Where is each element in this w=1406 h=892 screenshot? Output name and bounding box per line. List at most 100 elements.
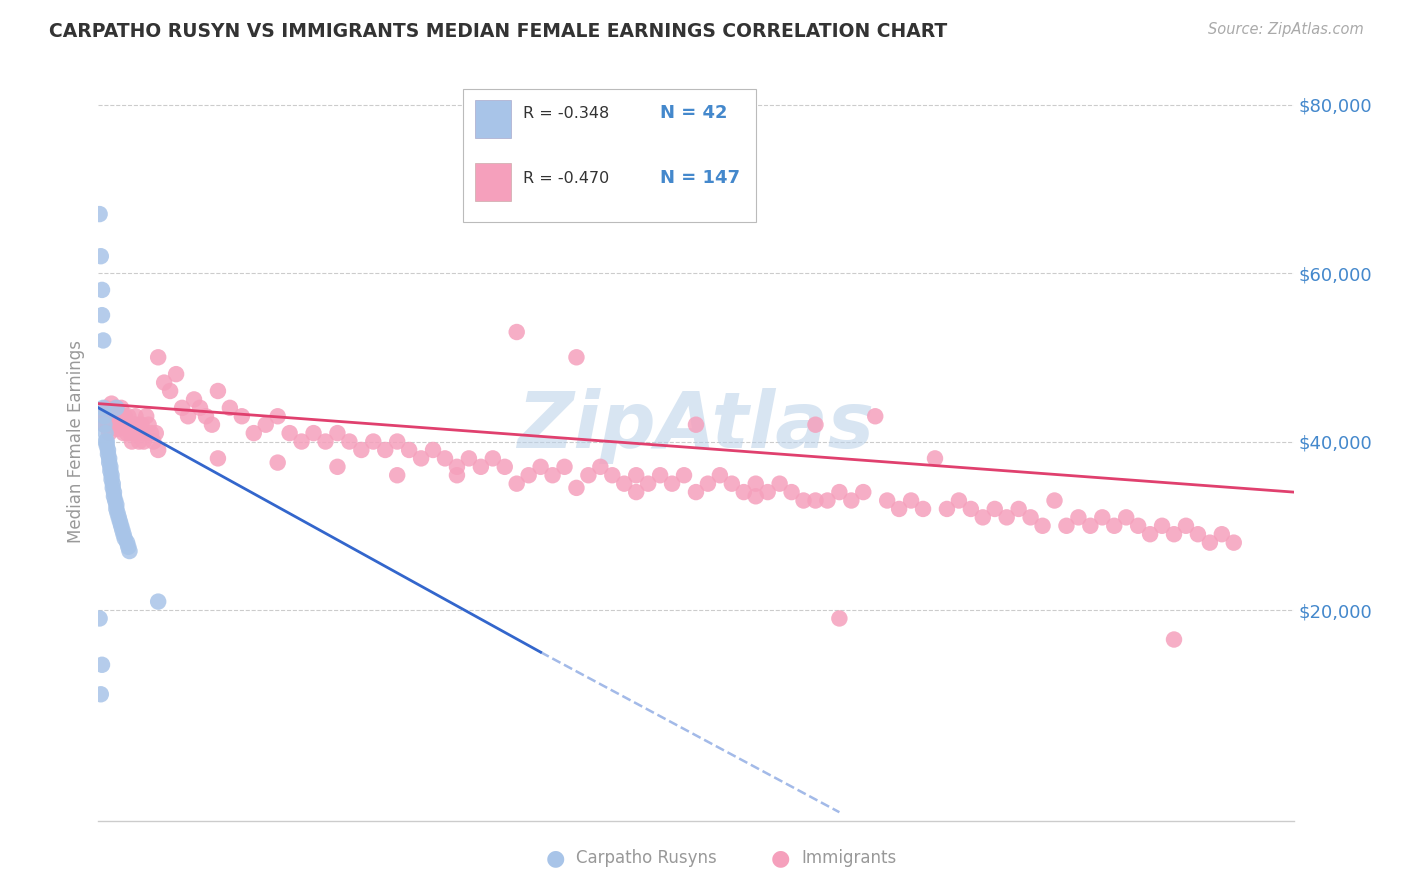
Text: ●: ● [770,848,790,868]
Point [111,409,134,424]
Point [124,409,146,424]
Point [709,468,731,483]
Point [101,476,124,491]
Text: Carpatho Rusyns: Carpatho Rusyns [576,849,717,867]
Point [1187,527,1209,541]
Point [91,657,114,672]
Point [697,476,720,491]
Point [1163,632,1185,647]
Point [267,409,290,424]
Point [911,502,934,516]
Point [96,434,118,449]
Point [105,498,128,512]
Text: Source: ZipAtlas.com: Source: ZipAtlas.com [1208,22,1364,37]
Point [865,409,887,424]
Point [100,472,122,486]
Y-axis label: Median Female Earnings: Median Female Earnings [66,340,84,543]
Point [745,489,768,503]
Point [1175,518,1198,533]
Point [1211,527,1233,541]
Point [302,426,325,441]
Point [107,409,129,424]
Point [177,409,200,424]
Point [132,434,155,449]
Text: N = 147: N = 147 [661,169,740,187]
Point [115,535,138,549]
Point [900,493,922,508]
Point [101,481,124,495]
Point [114,409,136,424]
Point [148,442,170,457]
Point [385,434,409,449]
Point [506,476,529,491]
Point [756,485,779,500]
Point [326,426,349,441]
Point [374,442,396,457]
Point [1067,510,1090,524]
Point [219,401,242,415]
Point [172,401,194,415]
Point [93,417,115,432]
Point [98,451,121,466]
Point [613,476,636,491]
Point [1152,518,1174,533]
Point [828,611,851,625]
Point [98,426,121,441]
Point [984,502,1007,516]
Point [188,401,211,415]
Point [481,451,505,466]
Point [148,351,170,365]
Point [94,426,117,441]
Point [589,459,612,474]
Bar [475,100,510,138]
Point [207,451,229,466]
Point [103,489,125,503]
Point [91,401,114,415]
Point [91,308,114,322]
Point [148,594,170,608]
Point [626,485,648,500]
Text: R = -0.348: R = -0.348 [523,106,609,120]
Point [673,468,696,483]
Point [804,493,827,508]
Point [97,417,120,432]
Point [94,434,117,449]
Point [97,447,120,461]
Point [105,401,128,415]
Text: CARPATHO RUSYN VS IMMIGRANTS MEDIAN FEMALE EARNINGS CORRELATION CHART: CARPATHO RUSYN VS IMMIGRANTS MEDIAN FEMA… [49,22,948,41]
Point [115,417,138,432]
Point [122,417,145,432]
Point [828,485,851,500]
Point [876,493,898,508]
Point [110,401,132,415]
Point [254,417,277,432]
Point [117,409,139,424]
Point [411,451,433,466]
Point [924,451,946,466]
Point [127,426,149,441]
Point [112,426,135,441]
Point [120,426,142,441]
Point [105,401,128,415]
Point [685,485,707,500]
Point [97,442,120,457]
Point [1043,493,1066,508]
Point [350,442,373,457]
Point [291,434,314,449]
Point [107,506,129,520]
Point [93,409,115,424]
Point [1163,527,1185,541]
Point [1091,510,1114,524]
Point [1128,518,1150,533]
Point [183,392,205,407]
Point [1139,527,1161,541]
Point [602,468,624,483]
Point [685,417,707,432]
Point [91,334,114,348]
Text: ZipAtlas: ZipAtlas [517,388,875,465]
Point [768,476,790,491]
Point [96,409,118,424]
Point [267,456,290,470]
Point [804,417,827,432]
Point [90,249,112,263]
